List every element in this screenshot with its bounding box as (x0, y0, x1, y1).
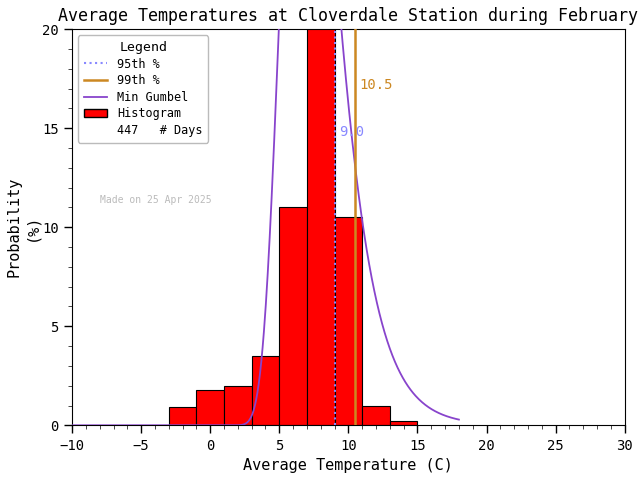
Bar (169, 408, 196, 425)
Bar (196, 390, 224, 425)
Bar (362, 406, 390, 425)
Title: Average Temperatures at Cloverdale Station during February: Average Temperatures at Cloverdale Stati… (58, 7, 638, 25)
Bar (279, 207, 307, 425)
Text: Made on 25 Apr 2025: Made on 25 Apr 2025 (100, 194, 211, 204)
Y-axis label: Probability
(%): Probability (%) (7, 177, 39, 277)
Bar (307, 19, 335, 425)
Bar (335, 217, 362, 425)
Text: 9.0: 9.0 (339, 125, 364, 139)
Bar (252, 356, 279, 425)
Bar (224, 386, 252, 425)
Bar (390, 421, 417, 425)
X-axis label: Average Temperature (C): Average Temperature (C) (243, 458, 453, 473)
Text: 10.5: 10.5 (360, 78, 393, 92)
Legend: 95th %, 99th %, Min Gumbel, Histogram, 447   # Days: 95th %, 99th %, Min Gumbel, Histogram, 4… (78, 35, 209, 143)
